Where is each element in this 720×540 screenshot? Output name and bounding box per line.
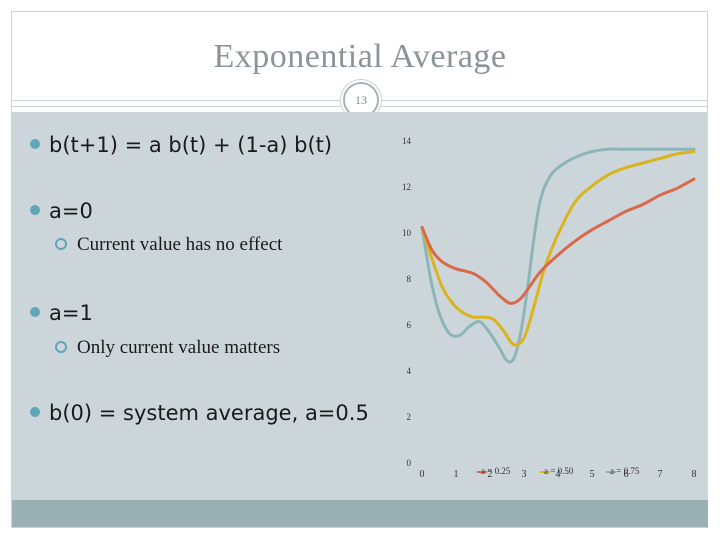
series-line-1 [420,150,696,347]
sub-bullet-text: Only current value matters [77,337,281,358]
x-axis-ticks: 0 1 2 3 4 5 6 7 8 [420,469,697,480]
bullet-dot-icon [30,307,40,317]
footer-bar [12,500,708,527]
y-tick-label: 8 [407,274,412,284]
slide-number: 13 [355,92,367,107]
y-tick-label: 0 [407,458,412,468]
x-tick-label: 4 [556,469,561,480]
bullet-a1: a=1 [30,301,93,325]
bullet-dot-icon [30,205,40,215]
y-tick-label: 14 [402,136,412,146]
bullet-text: a=1 [49,301,93,325]
sub-bullet-ring-icon [55,340,67,353]
y-tick-label: 4 [407,366,412,376]
bullet-formula: b(t+1) = a b(t) + (1-a) b(t) [30,133,332,157]
series-line-2 [420,147,696,364]
y-axis-ticks: 0 2 4 6 8 10 12 14 [402,136,412,468]
sub-bullet-a1: Only current value matters [55,337,280,359]
y-tick-label: 2 [407,412,412,422]
legend-label: a = 0.25 [481,466,511,476]
sub-bullet-text: Current value has no effect [77,234,283,255]
x-tick-label: 8 [692,469,697,480]
x-tick-label: 6 [624,469,629,480]
series-lines [420,147,696,364]
bullet-dot-icon [30,139,40,149]
x-tick-label: 0 [420,469,425,480]
y-tick-label: 12 [402,182,411,192]
content-panel [12,112,708,500]
x-tick-label: 1 [454,469,459,480]
bullet-text: a=0 [49,199,93,223]
legend-label: a = 0.50 [544,466,574,476]
bullet-b0: b(0) = system average, a=0.5 [30,401,369,425]
inline-legend: a = 0.25 a = 0.50 a = 0.75 [477,466,640,476]
bullet-a0: a=0 [30,199,93,223]
x-tick-label: 3 [522,469,527,480]
x-tick-label: 7 [658,469,663,480]
sub-bullet-ring-icon [55,237,67,250]
slide-title: Exponential Average [213,38,507,75]
legend-label: a = 0.75 [610,466,640,476]
series-line-0 [420,177,696,305]
bullet-dot-icon [30,407,40,417]
sub-bullet-a0: Current value has no effect [55,234,282,256]
x-tick-label: 5 [590,469,595,480]
bullet-text: b(t+1) = a b(t) + (1-a) b(t) [49,133,333,157]
y-tick-label: 6 [407,320,412,330]
bullet-text: b(0) = system average, a=0.5 [49,401,369,425]
x-tick-label: 2 [488,469,493,480]
y-tick-label: 10 [402,228,412,238]
